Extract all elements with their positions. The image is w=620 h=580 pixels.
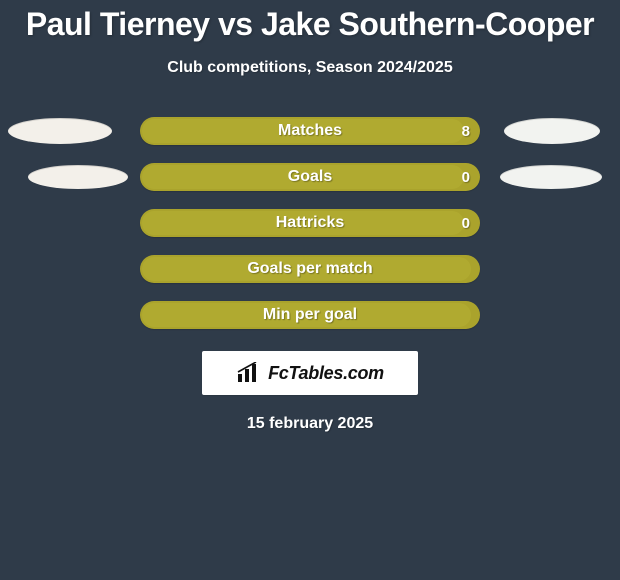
- stat-row-min-per-goal: Min per goal: [0, 301, 620, 329]
- marker-left-oval: [28, 165, 128, 189]
- stat-row-matches: Matches 8: [0, 117, 620, 145]
- subtitle: Club competitions, Season 2024/2025: [0, 59, 620, 77]
- bar-fill: [142, 303, 471, 327]
- player2-name: Jake Southern-Cooper: [261, 6, 594, 42]
- stat-row-hattricks: Hattricks 0: [0, 209, 620, 237]
- bar-chart-icon: [236, 362, 262, 384]
- stat-rows: Matches 8 Goals 0 Hattricks 0: [0, 117, 620, 329]
- snapshot-date: 15 february 2025: [0, 415, 620, 433]
- stat-bar: Matches 8: [140, 117, 480, 145]
- bar-fill: [142, 119, 464, 143]
- bar-value: 0: [462, 163, 470, 191]
- logo-text: FcTables.com: [268, 363, 384, 384]
- stat-bar: Hattricks 0: [140, 209, 480, 237]
- stat-bar: Min per goal: [140, 301, 480, 329]
- vs-separator: vs: [218, 6, 253, 42]
- marker-right-oval: [504, 118, 600, 144]
- stat-row-goals: Goals 0: [0, 163, 620, 191]
- marker-left-oval: [8, 118, 112, 144]
- player1-name: Paul Tierney: [26, 6, 210, 42]
- bar-fill: [142, 211, 464, 235]
- bar-fill: [142, 165, 464, 189]
- stat-bar: Goals per match: [140, 255, 480, 283]
- bar-fill: [142, 257, 471, 281]
- bar-value: 8: [462, 117, 470, 145]
- bar-value: 0: [462, 209, 470, 237]
- stat-bar: Goals 0: [140, 163, 480, 191]
- marker-right-oval: [500, 165, 602, 189]
- site-logo: FcTables.com: [202, 351, 418, 395]
- page-title: Paul Tierney vs Jake Southern-Cooper: [0, 6, 620, 43]
- comparison-infographic: Paul Tierney vs Jake Southern-Cooper Clu…: [0, 0, 620, 580]
- stat-row-goals-per-match: Goals per match: [0, 255, 620, 283]
